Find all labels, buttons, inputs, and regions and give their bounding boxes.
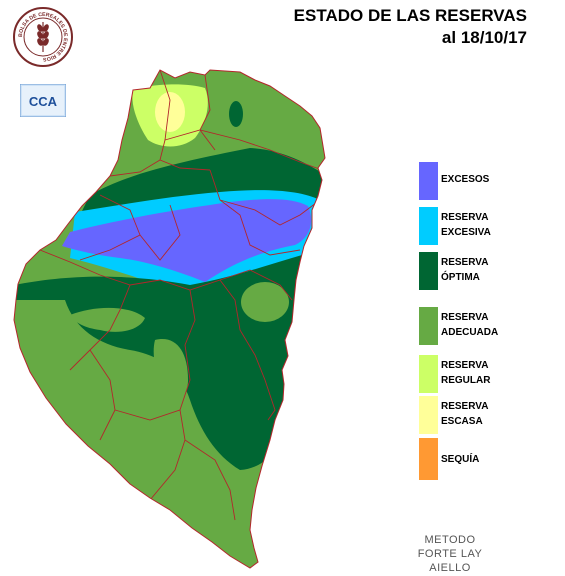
zone-adecuada-central	[153, 339, 188, 402]
legend-item-reserva-optima: RESERVA ÓPTIMA	[419, 252, 559, 292]
legend-swatch-optima	[419, 252, 438, 290]
bolsa-cereales-logo: BOLSA DE CEREALES DE ENTRE RIOS	[13, 7, 73, 67]
legend-label-excesiva-2: EXCESIVA	[441, 227, 491, 238]
legend-swatch-excesiva	[419, 207, 438, 245]
title-date: al 18/10/17	[441, 28, 527, 47]
cca-logo: CCA	[20, 84, 66, 117]
province-outline	[13, 69, 326, 569]
method-note: METODO FORTE LAY AIELLO	[412, 533, 488, 575]
legend-item-excesos: EXCESOS	[419, 162, 559, 202]
legend-item-reserva-adecuada: RESERVA ADECUADA	[419, 307, 559, 347]
zone-adecuada-east	[241, 282, 289, 322]
department-borders	[39, 70, 323, 521]
legend-label-escasa-2: ESCASA	[441, 416, 483, 427]
legend-label-adecuada-2: ADECUADA	[441, 327, 499, 338]
legend-item-reserva-escasa: RESERVA ESCASA	[419, 396, 559, 436]
cca-text: CCA	[29, 94, 58, 109]
legend-swatch-sequia	[419, 438, 438, 480]
legend-item-reserva-regular: RESERVA REGULAR	[419, 355, 559, 395]
legend-label-adecuada-1: RESERVA	[441, 312, 489, 323]
legend-swatch-escasa	[419, 396, 438, 434]
method-line-3: AIELLO	[429, 562, 471, 574]
legend-item-reserva-excesiva: RESERVA EXCESIVA	[419, 207, 559, 247]
legend-swatch-adecuada	[419, 307, 438, 345]
method-line-1: METODO	[424, 534, 476, 546]
legend-label-regular-1: RESERVA	[441, 360, 489, 371]
legend-label-escasa-1: RESERVA	[441, 401, 489, 412]
map-title: ESTADO DE LAS RESERVAS al 18/10/17	[215, 5, 527, 49]
legend-item-sequia: SEQUÍA	[419, 438, 559, 480]
legend-label-optima-2: ÓPTIMA	[441, 272, 480, 283]
title-line-1: ESTADO DE LAS RESERVAS	[293, 6, 527, 25]
zone-excesos	[62, 199, 312, 282]
zone-optima-north	[80, 148, 325, 215]
zone-optima-spot	[229, 101, 243, 127]
zone-escasa	[155, 92, 185, 132]
zone-adecuada-west	[70, 307, 145, 332]
legend-swatch-excesos	[419, 162, 438, 200]
method-line-2: FORTE LAY	[417, 548, 483, 560]
legend-label-excesiva-1: RESERVA	[441, 212, 489, 223]
legend-label-regular-2: REGULAR	[441, 375, 491, 386]
legend-label-sequia: SEQUÍA	[441, 454, 480, 465]
legend-label-excesos: EXCESOS	[441, 174, 490, 185]
wheat-icon	[37, 22, 49, 52]
legend-swatch-regular	[419, 355, 438, 393]
legend-label-optima-1: RESERVA	[441, 257, 489, 268]
